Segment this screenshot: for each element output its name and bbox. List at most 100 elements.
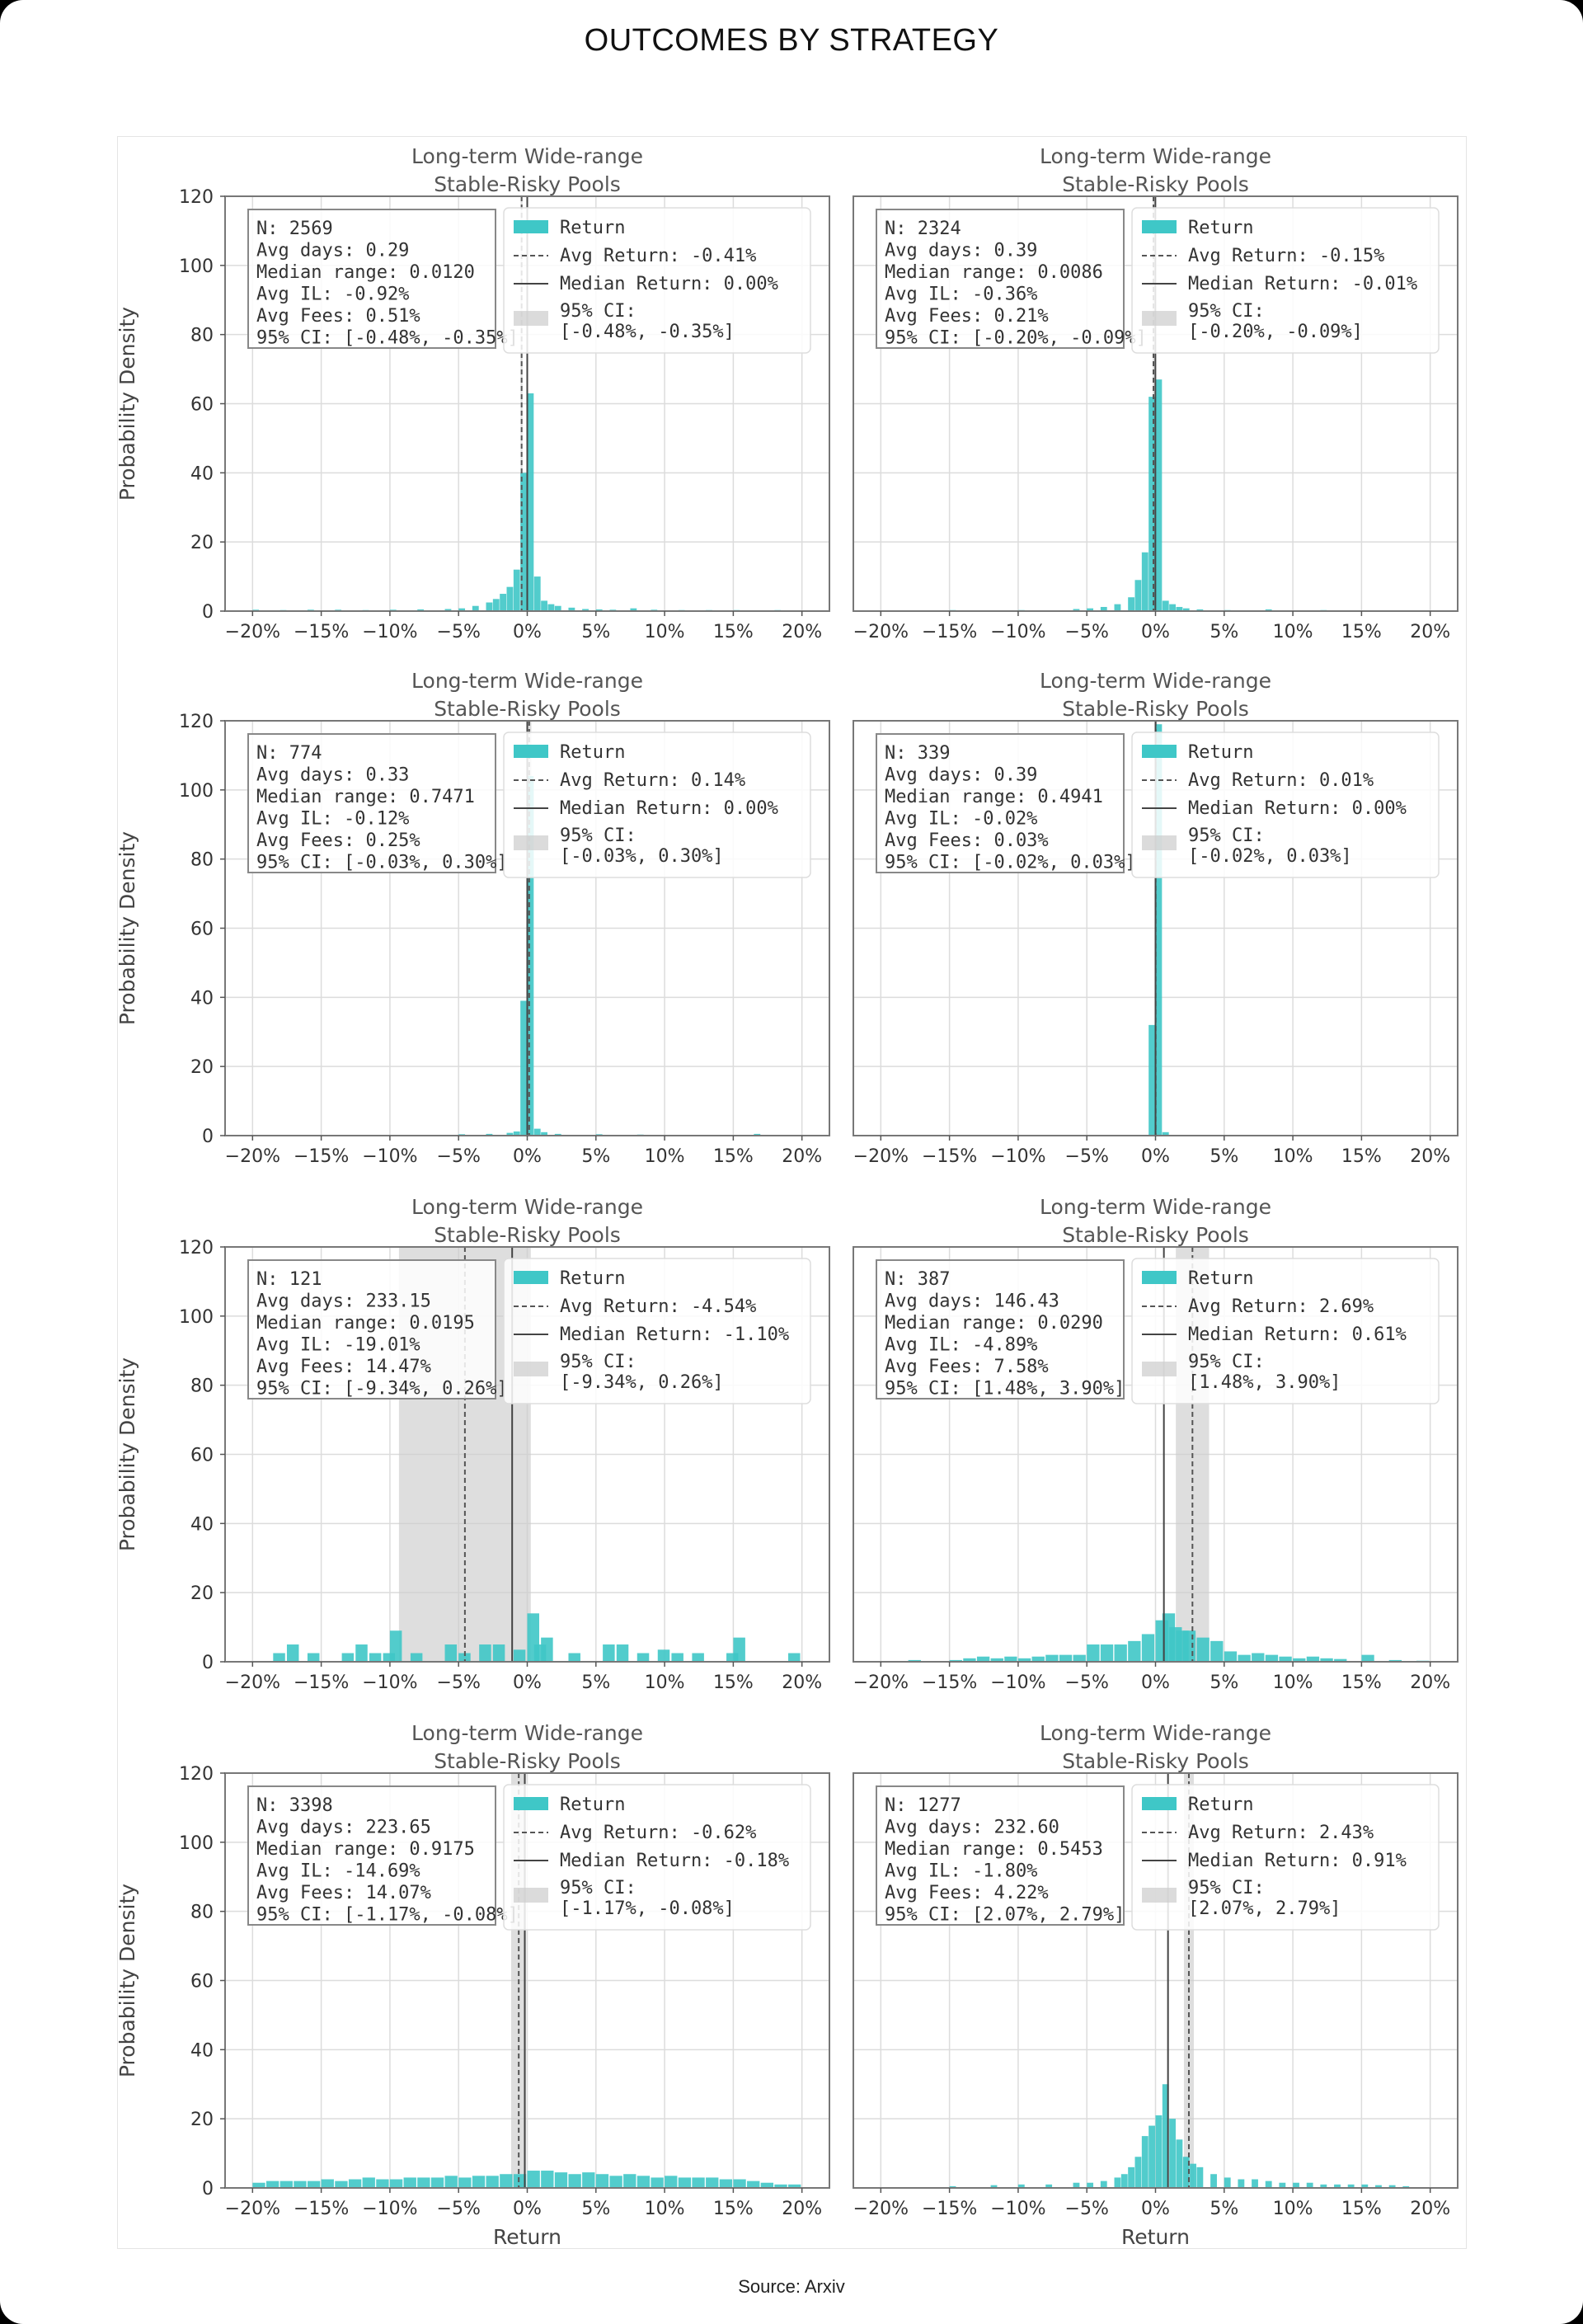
histogram-bar: [582, 2172, 595, 2188]
histogram-bar: [513, 1131, 520, 1136]
histogram-bar: [760, 2182, 774, 2188]
histogram-bar: [500, 594, 507, 611]
x-tick-label: −15%: [294, 2199, 349, 2219]
histogram-bar: [754, 1133, 761, 1136]
x-tick-label: 10%: [645, 2199, 685, 2219]
x-tick-label: 10%: [1273, 622, 1313, 642]
chart-title: Long-term Wide-range: [1040, 669, 1271, 693]
x-tick-label: −20%: [225, 1672, 280, 1693]
x-tick-label: 15%: [1341, 622, 1382, 642]
stats-line: Avg days: 0.29: [256, 241, 409, 261]
histogram-bar: [678, 2177, 692, 2188]
legend-median-label: Median Return: 0.61%: [1188, 1324, 1407, 1345]
y-tick-label: 40: [190, 2040, 214, 2061]
histogram-bar: [1073, 1654, 1086, 1662]
chart-title: Stable-Risky Pools: [434, 1749, 621, 1773]
stats-line: Median range: 0.4941: [885, 787, 1103, 807]
x-tick-label: −5%: [1065, 2199, 1109, 2219]
x-tick-label: 20%: [782, 1672, 822, 1693]
x-tick-label: 10%: [645, 622, 685, 642]
x-axis-label: Return: [493, 2225, 561, 2248]
legend-avg-label: Avg Return: 2.43%: [1188, 1823, 1374, 1843]
x-tick-label: 0%: [513, 2199, 542, 2219]
x-tick-label: 0%: [1141, 622, 1170, 642]
histogram-bar: [1148, 397, 1155, 611]
y-tick-label: 80: [190, 326, 214, 346]
histogram-bar: [1279, 2182, 1286, 2188]
histogram-bar: [636, 1653, 650, 1662]
histogram-bar: [547, 604, 555, 611]
histogram-bar: [430, 2177, 444, 2188]
histogram-bar: [389, 1630, 402, 1662]
histogram-bar: [335, 2181, 348, 2188]
x-tick-label: −20%: [225, 2199, 280, 2219]
x-tick-label: 20%: [782, 1146, 822, 1167]
histogram-bar: [1100, 606, 1107, 611]
histogram-bar: [733, 1637, 745, 1662]
chart-title: Long-term Wide-range: [411, 144, 643, 168]
legend-box: [1131, 732, 1440, 878]
x-tick-label: 20%: [1410, 1672, 1450, 1693]
histogram-bar: [1169, 2119, 1176, 2188]
x-tick-label: 15%: [713, 622, 754, 642]
legend-return-label: Return: [560, 1268, 625, 1289]
histogram-bar: [1155, 379, 1163, 611]
histogram-bar: [265, 2181, 279, 2188]
histogram-bar: [513, 1649, 526, 1662]
stats-box: [876, 1785, 1125, 1926]
x-tick-label: 20%: [1410, 622, 1450, 642]
stats-line: Avg IL: -1.80%: [885, 1861, 1037, 1882]
histogram-bar: [1148, 1024, 1155, 1136]
x-tick-label: 15%: [713, 1672, 754, 1693]
histogram-bar: [733, 2179, 746, 2188]
histogram-bar: [472, 605, 479, 611]
histogram-bar: [1045, 2184, 1053, 2188]
chart-4: Long-term Wide-range Stable-Risky Pools −2…: [853, 669, 1459, 1167]
histogram-bar: [541, 600, 547, 611]
legend-avg-label: Avg Return: 0.01%: [1188, 770, 1374, 791]
y-axis-label: Probability Density: [118, 307, 139, 501]
histogram-bar: [623, 2174, 636, 2188]
histogram-bar: [1128, 597, 1135, 611]
stats-line: Avg Fees: 0.25%: [256, 830, 420, 851]
legend-ci-range: [-0.02%, 0.03%]: [1188, 846, 1352, 867]
histogram-bar: [1114, 2177, 1121, 2188]
x-tick-label: −15%: [922, 1146, 977, 1167]
stats-box: [247, 733, 496, 873]
chart-title: Stable-Risky Pools: [1062, 172, 1249, 196]
histogram-bar: [1087, 2182, 1094, 2188]
chart-1: Long-term Wide-range Stable-Risky Pools −2…: [115, 144, 830, 642]
histogram-bar: [1162, 1131, 1169, 1136]
histogram-bar: [533, 1128, 541, 1136]
stats-box: [876, 209, 1125, 349]
chart-6: Long-term Wide-range Stable-Risky Pools −2…: [853, 1195, 1459, 1693]
x-tick-label: 15%: [1341, 1672, 1382, 1693]
histogram-bar: [486, 1133, 493, 1136]
stats-line: N: 339: [885, 743, 950, 764]
chart-title: Stable-Risky Pools: [1062, 1223, 1249, 1247]
x-tick-label: 10%: [1273, 1146, 1313, 1167]
x-tick-label: 0%: [513, 1146, 542, 1167]
histogram-bar: [1073, 2182, 1080, 2188]
stats-line: Avg Fees: 7.58%: [885, 1357, 1049, 1377]
legend-swatch-ci: [1142, 1888, 1177, 1903]
stats-line: N: 774: [256, 743, 322, 764]
histogram-bar: [1320, 2184, 1327, 2188]
histogram-bar: [657, 1649, 670, 1662]
histogram-bar: [1155, 724, 1163, 1136]
histogram-bar: [726, 1653, 739, 1662]
legend-swatch-ci: [1142, 311, 1177, 326]
x-tick-label: 20%: [782, 622, 822, 642]
stats-line: Avg IL: -19.01%: [256, 1335, 420, 1356]
legend-ci-label: 95% CI:: [560, 1352, 636, 1372]
histogram-bar: [774, 2184, 787, 2188]
chart-title: Long-term Wide-range: [411, 1195, 643, 1219]
x-tick-label: 5%: [581, 1672, 610, 1693]
x-tick-label: 10%: [645, 1672, 685, 1693]
histogram-bar: [1134, 580, 1142, 611]
histogram-bar: [963, 1658, 976, 1662]
y-tick-label: 0: [202, 1127, 214, 1147]
legend-return-label: Return: [1188, 1268, 1253, 1289]
histogram-bar: [1141, 1634, 1155, 1662]
histogram-bar: [513, 569, 520, 611]
